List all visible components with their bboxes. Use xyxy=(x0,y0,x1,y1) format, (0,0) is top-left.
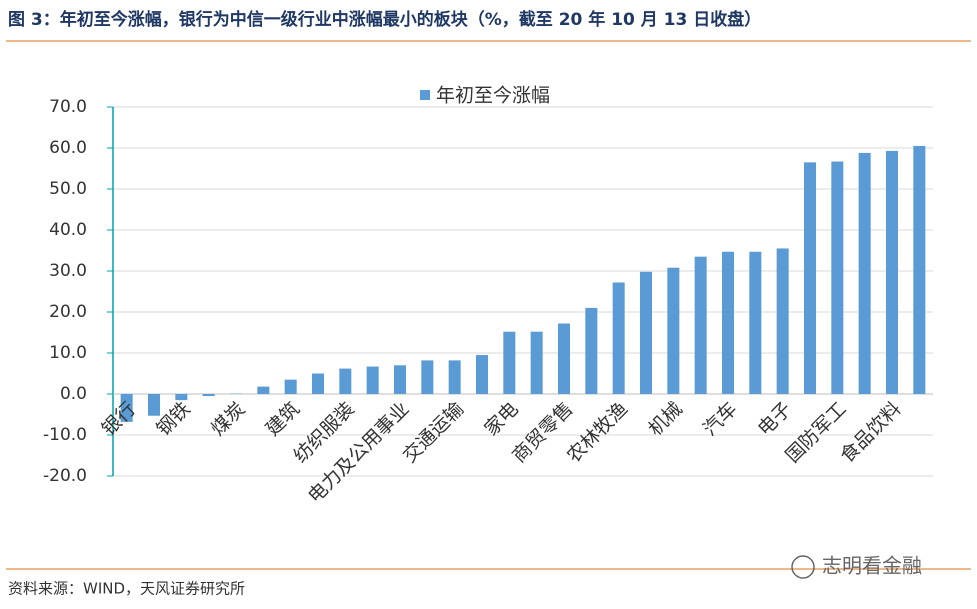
bar xyxy=(448,360,461,394)
bar xyxy=(585,307,598,394)
watermark-icon xyxy=(791,555,815,579)
bar xyxy=(858,152,871,394)
bar xyxy=(831,161,844,394)
bar xyxy=(667,267,680,394)
bar xyxy=(913,145,926,394)
bar xyxy=(749,251,762,394)
source-note: 资料来源：WIND，天风证券研究所 xyxy=(8,580,245,598)
y-tick-label: 0.0 xyxy=(60,384,87,404)
y-tick-label: 40.0 xyxy=(49,220,87,240)
y-tick-label: 70.0 xyxy=(49,97,87,117)
bar xyxy=(885,150,899,394)
legend-label: 年初至今涨幅 xyxy=(436,85,550,107)
figure-title: 图 3：年初至今涨幅，银行为中信一级行业中涨幅最小的板块（%，截至 20 年 1… xyxy=(8,9,761,30)
bar xyxy=(803,162,817,394)
y-tick-label: -10.0 xyxy=(43,425,87,445)
bar xyxy=(721,251,735,394)
bar xyxy=(257,386,270,394)
bar xyxy=(339,368,352,394)
x-tick-label: 煤炭 xyxy=(207,398,249,440)
watermark: 志明看金融 xyxy=(822,554,922,578)
bar xyxy=(421,360,434,394)
y-tick-label: 30.0 xyxy=(49,261,87,281)
bar xyxy=(311,373,325,394)
x-tick-label: 电力及公用事业 xyxy=(304,398,414,508)
bar xyxy=(612,282,625,394)
bar xyxy=(530,331,543,394)
bar xyxy=(475,355,489,394)
bar xyxy=(393,365,407,394)
x-tick-label: 交通运输 xyxy=(399,398,468,467)
x-tick-label: 电子 xyxy=(754,398,796,440)
y-tick-label: 60.0 xyxy=(49,138,87,158)
bar xyxy=(284,379,297,394)
bar xyxy=(120,394,133,422)
x-tick-label: 机械 xyxy=(644,398,686,440)
legend-swatch xyxy=(420,90,430,100)
y-tick-label: 10.0 xyxy=(49,343,87,363)
y-tick-label: 20.0 xyxy=(49,302,87,322)
x-tick-label: 家电 xyxy=(480,398,522,440)
bar xyxy=(503,331,516,394)
x-tick-label: 农林牧渔 xyxy=(563,398,632,467)
x-tick-label: 食品饮料 xyxy=(836,398,905,467)
bar xyxy=(202,394,215,397)
bar xyxy=(147,394,161,416)
x-tick-label: 汽车 xyxy=(699,398,741,440)
x-tick-label: 建筑 xyxy=(262,398,304,440)
y-tick-label: 50.0 xyxy=(49,179,87,199)
bar xyxy=(175,394,188,401)
bar xyxy=(694,256,707,394)
bar xyxy=(366,366,379,394)
bar xyxy=(776,248,789,394)
x-tick-label: 银行 xyxy=(98,398,140,440)
bar xyxy=(557,323,571,394)
bar xyxy=(639,271,653,394)
y-tick-label: -20.0 xyxy=(43,466,87,486)
